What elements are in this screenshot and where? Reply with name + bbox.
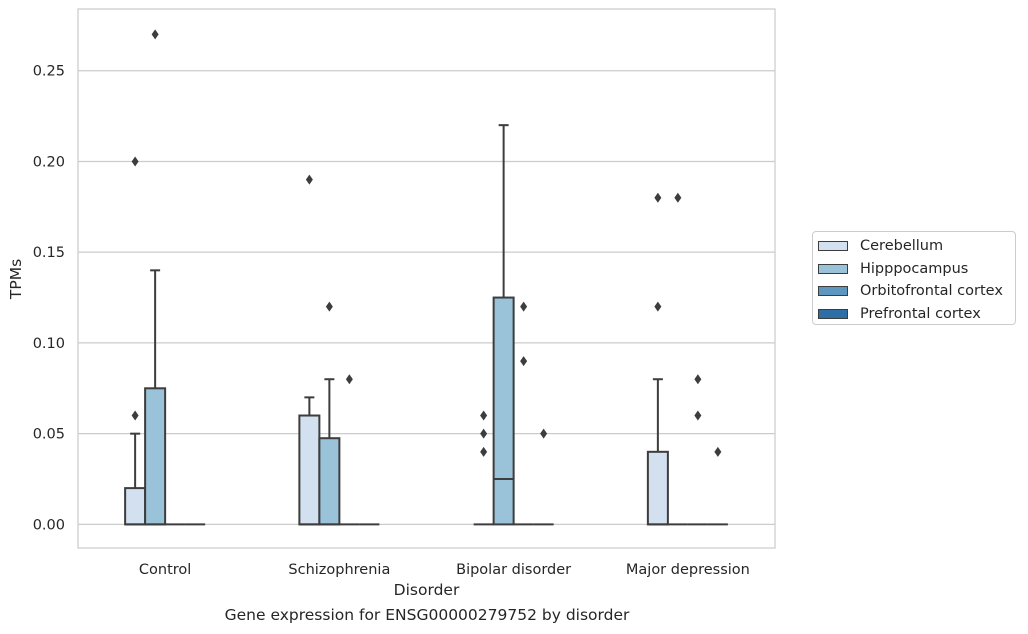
outlier-point [520, 301, 528, 312]
y-axis-label: TPMs [7, 259, 25, 300]
legend: Cerebellum Hipppocampus Orbitofrontal co… [812, 231, 1016, 325]
legend-item-cerebellum: Cerebellum [818, 235, 1015, 258]
x-axis-label: Disorder [394, 581, 460, 599]
box [646, 450, 669, 526]
legend-label-orbitofrontal: Orbitofrontal cortex [860, 283, 1003, 300]
outlier-point [694, 374, 702, 385]
outlier-point [325, 301, 333, 312]
chart-caption: Gene expression for ENSG00000279752 by d… [224, 606, 630, 624]
outlier-point [654, 192, 662, 203]
gridlines [78, 70, 775, 526]
y-tick-label: 0.15 [33, 245, 65, 261]
outlier-point [131, 410, 139, 421]
legend-item-orbitofrontal: Orbitofrontal cortex [818, 280, 1015, 303]
legend-swatch-orbitofrontal [818, 286, 848, 297]
box-group [124, 156, 147, 526]
outlier-point [131, 156, 139, 167]
x-tick-label: Bipolar disorder [456, 562, 571, 578]
box-group [144, 29, 167, 526]
outlier-point [480, 410, 488, 421]
box [144, 387, 167, 526]
y-tick-label: 0.25 [33, 64, 65, 80]
box-marks [124, 29, 728, 526]
outlier-point [674, 192, 682, 203]
x-tick-labels: Control Schizophrenia Bipolar disorder Majo… [139, 562, 750, 578]
outlier-point [345, 374, 353, 385]
outlier-point [151, 29, 159, 40]
box-group [473, 410, 494, 526]
outlier-point [480, 446, 488, 457]
box [298, 414, 321, 526]
box-group [492, 124, 515, 526]
box-group [318, 301, 341, 526]
legend-swatch-prefrontal [818, 308, 848, 319]
outlier-point [540, 428, 548, 439]
box-group [339, 374, 360, 526]
box-group [298, 174, 321, 526]
box [318, 437, 341, 526]
y-tick-label: 0.05 [33, 427, 65, 443]
outlier-point [654, 301, 662, 312]
x-tick-label: Major depression [626, 562, 750, 578]
box [492, 296, 515, 526]
y-tick-labels: 0.00 0.05 0.10 0.15 0.20 0.25 [33, 64, 65, 534]
legend-label-hippocampus: Hipppocampus [860, 260, 969, 277]
legend-label-prefrontal: Prefrontal cortex [860, 305, 981, 322]
legend-swatch-hippocampus [818, 263, 848, 274]
x-tick-label: Control [139, 562, 191, 578]
outlier-point [694, 410, 702, 421]
box [124, 487, 147, 526]
y-tick-label: 0.20 [33, 154, 65, 170]
legend-label-cerebellum: Cerebellum [860, 238, 944, 255]
legend-item-prefrontal: Prefrontal cortex [818, 303, 1015, 326]
box-group [667, 192, 688, 526]
box-group [646, 192, 669, 526]
outlier-point [305, 174, 313, 185]
box-group [687, 374, 708, 526]
y-tick-label: 0.10 [33, 336, 65, 352]
outlier-point [520, 356, 528, 367]
legend-item-hippocampus: Hipppocampus [818, 258, 1015, 281]
plot-area-frame [77, 8, 776, 549]
x-tick-label: Schizophrenia [288, 562, 390, 578]
box-group [707, 446, 728, 526]
box-group [513, 301, 534, 526]
legend-swatch-cerebellum [818, 241, 848, 252]
box-group [533, 428, 554, 526]
y-tick-label: 0.00 [33, 517, 65, 533]
outlier-point [714, 446, 722, 457]
outlier-point [480, 428, 488, 439]
